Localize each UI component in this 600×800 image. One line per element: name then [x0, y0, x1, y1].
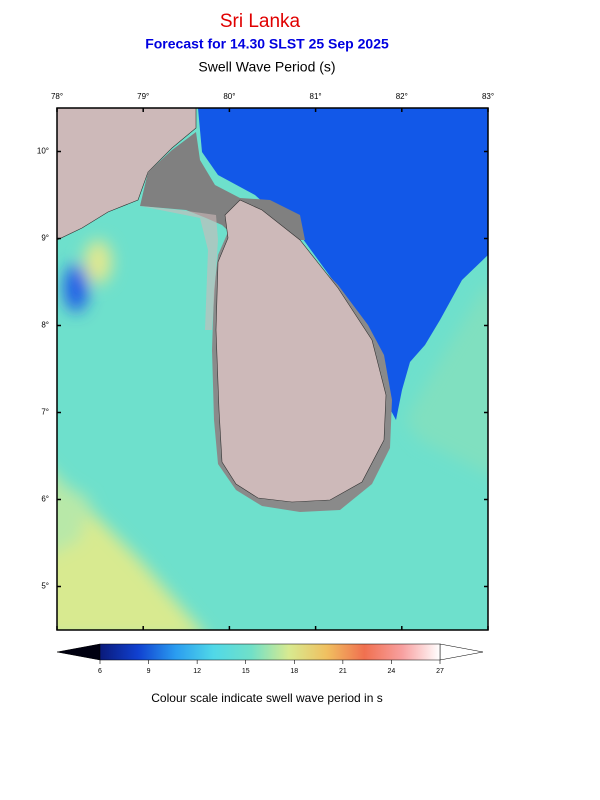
swell — [405, 280, 488, 474]
lon-label: 78° — [51, 92, 63, 101]
colorbar-label: 27 — [436, 668, 444, 675]
lon-label: 81° — [310, 92, 322, 101]
colorbar-label: 12 — [193, 668, 201, 675]
title: Sri Lanka — [220, 11, 301, 32]
short-swell — [64, 264, 88, 312]
lon-label: 82° — [396, 92, 408, 101]
colorbar-label: 9 — [147, 668, 151, 675]
long-swell — [57, 480, 90, 552]
lon-label: 83° — [482, 92, 494, 101]
colorbar-label: 18 — [290, 668, 298, 675]
map-frame — [56, 107, 489, 631]
lat-label: 10° — [37, 147, 49, 156]
colorbar — [99, 643, 441, 661]
map-field — [57, 108, 488, 630]
lat-label: 9° — [41, 234, 49, 243]
caption: Colour scale indicate swell wave period … — [151, 691, 382, 705]
subtitle: Forecast for 14.30 SLST 25 Sep 2025 — [145, 36, 389, 52]
lon-label: 79° — [137, 92, 149, 101]
lon-label: 80° — [223, 92, 235, 101]
colorbar-label: 21 — [339, 668, 347, 675]
lat-label: 6° — [41, 495, 49, 504]
long-swell — [57, 477, 202, 630]
colorbar-label: 15 — [242, 668, 250, 675]
colorbar-label: 6 — [98, 668, 102, 675]
colorbar-high — [439, 643, 484, 661]
variable: Swell Wave Period (s) — [198, 59, 335, 75]
sri-lanka — [215, 199, 387, 503]
lat-label: 5° — [41, 582, 49, 591]
palk-strait — [140, 206, 218, 330]
lat-label: 7° — [41, 408, 49, 417]
lat-label: 8° — [41, 321, 49, 330]
short-swell — [198, 108, 488, 420]
india — [57, 108, 197, 241]
colorbar-low — [56, 643, 101, 661]
colorbar-label: 24 — [388, 668, 396, 675]
long-swell — [84, 240, 112, 284]
